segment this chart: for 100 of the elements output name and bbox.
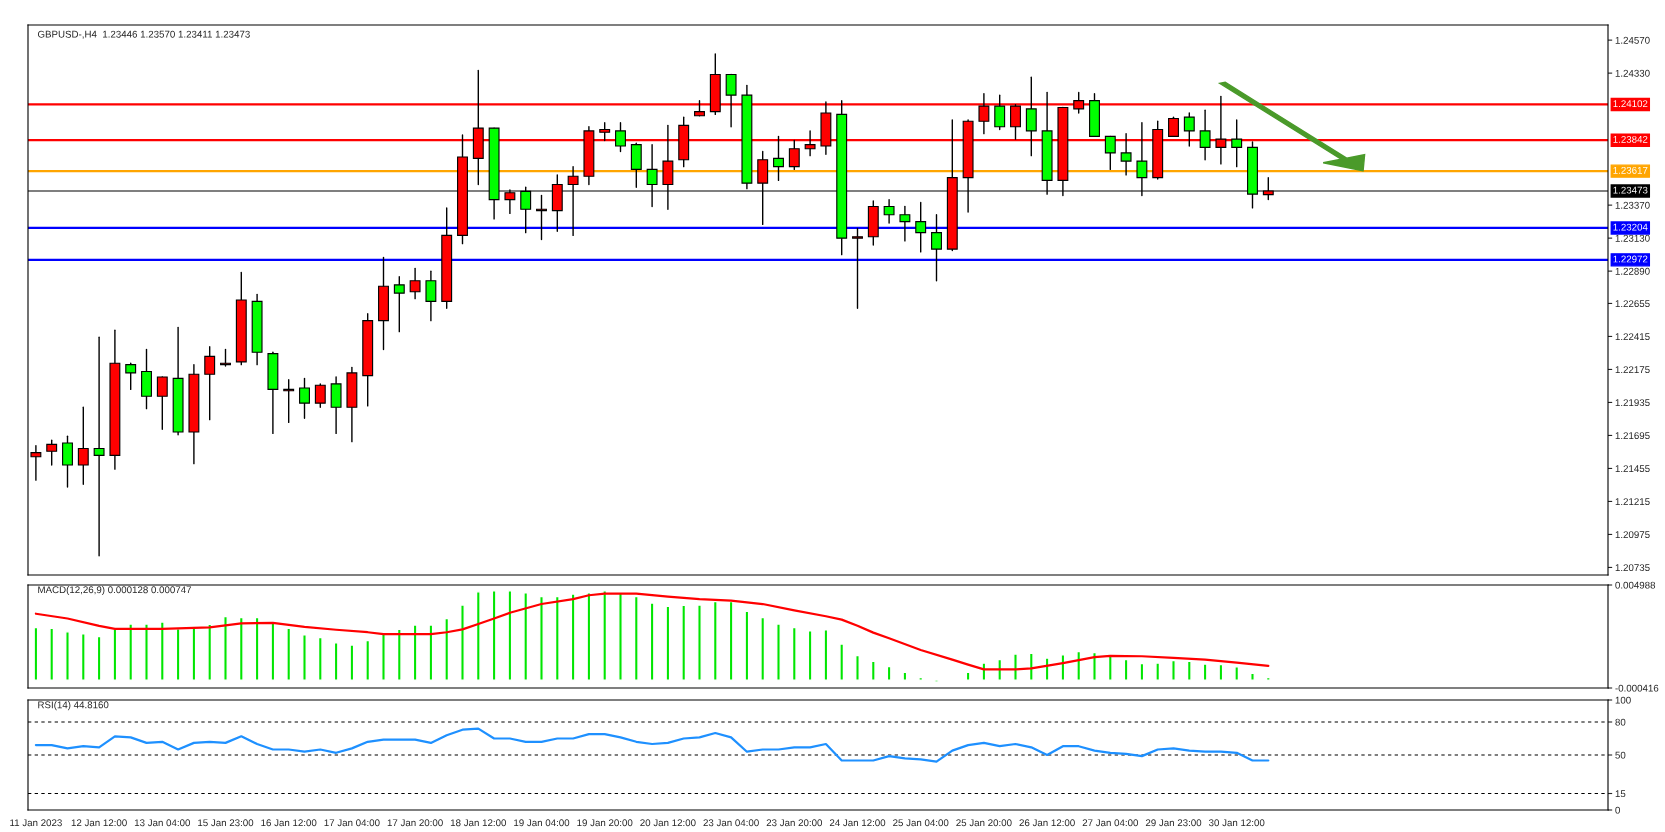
bar xyxy=(539,595,544,681)
bar xyxy=(80,633,86,681)
ref-line-label: 1.22972 xyxy=(1613,255,1648,263)
x-tick-label: 18 Jan 12:00 xyxy=(450,819,507,827)
candlestick xyxy=(330,376,342,435)
y-tick-label: -0.000416 xyxy=(1615,684,1659,692)
bar xyxy=(870,660,876,681)
bar xyxy=(697,604,702,681)
bar xyxy=(49,627,55,681)
bar xyxy=(238,616,244,681)
bar xyxy=(886,665,892,681)
bar xyxy=(791,626,797,681)
x-tick-label: 17 Jan 04:00 xyxy=(324,819,380,827)
y-tick-label: 80 xyxy=(1615,718,1626,726)
bar xyxy=(1186,660,1192,681)
bar xyxy=(633,595,639,681)
x-tick-label: 26 Jan 12:00 xyxy=(1019,819,1075,827)
bar xyxy=(175,628,181,681)
bar xyxy=(1171,659,1176,681)
x-tick-label: 12 Jan 12:00 xyxy=(71,819,127,827)
candlestick xyxy=(204,346,216,421)
x-tick-label: 15 Jan 23:00 xyxy=(198,819,254,827)
x-tick-label: 19 Jan 04:00 xyxy=(514,819,570,827)
y-tick-label: 1.22890 xyxy=(1615,267,1650,275)
x-tick-label: 20 Jan 12:00 xyxy=(640,819,696,827)
bar xyxy=(1139,662,1145,681)
bar xyxy=(1265,676,1271,681)
chart-title: MACD(12,26,9) 0.000128 0.000747 xyxy=(38,586,192,596)
candlestick xyxy=(1231,119,1243,168)
y-tick-label: 1.23370 xyxy=(1615,201,1650,209)
candlestick xyxy=(915,201,927,253)
x-tick-label: 13 Jan 04:00 xyxy=(134,819,191,827)
x-tick-label: 25 Jan 20:00 xyxy=(956,819,1012,827)
candlestick xyxy=(773,135,784,182)
candlestick xyxy=(1120,132,1132,176)
bar xyxy=(712,600,718,681)
bar xyxy=(207,623,213,681)
y-tick-label: 1.23130 xyxy=(1615,234,1650,242)
bar xyxy=(317,636,323,681)
y-tick-label: 15 xyxy=(1615,790,1626,798)
bar xyxy=(412,624,418,681)
bar xyxy=(1155,662,1161,681)
x-tick-label: 23 Jan 04:00 xyxy=(703,819,759,827)
bar xyxy=(349,644,355,681)
candlestick xyxy=(125,362,137,391)
bar xyxy=(618,592,623,681)
bar xyxy=(744,610,750,681)
bar xyxy=(302,634,307,681)
bar xyxy=(965,671,971,681)
bar xyxy=(1234,666,1240,681)
y-tick-label: 1.20735 xyxy=(1615,564,1650,572)
bar xyxy=(649,602,655,681)
bar xyxy=(681,604,687,681)
y-tick-label: 1.24330 xyxy=(1615,69,1650,77)
bar xyxy=(33,626,39,681)
y-tick-label: 100 xyxy=(1615,696,1631,704)
y-tick-label: 1.20975 xyxy=(1615,531,1650,539)
candlestick xyxy=(409,267,421,300)
y-tick-label: 1.21935 xyxy=(1615,399,1650,407)
bar xyxy=(507,590,513,681)
bar xyxy=(365,639,371,681)
x-tick-label: 11 Jan 2023 xyxy=(10,819,62,827)
bar xyxy=(665,605,671,681)
bar xyxy=(855,654,860,681)
y-tick-label: 1.24570 xyxy=(1615,36,1650,44)
x-tick-label: 25 Jan 04:00 xyxy=(893,819,949,827)
bar xyxy=(1092,651,1097,681)
bar xyxy=(602,590,608,681)
text: GBPUSD-,H4 1.23446 1.23570 1.23411 1.23473 xyxy=(37,30,250,39)
bar xyxy=(586,592,592,681)
bar xyxy=(286,627,292,681)
ref-line-label: 1.23473 xyxy=(1613,186,1648,194)
y-tick-label: 0.004988 xyxy=(1615,581,1656,589)
bar xyxy=(191,626,197,681)
y-tick-label: 1.21695 xyxy=(1615,432,1650,440)
bar xyxy=(760,616,766,681)
x-tick-label: 19 Jan 20:00 xyxy=(577,819,633,827)
line-series xyxy=(34,727,1270,763)
ref-line-label: 1.23842 xyxy=(1613,135,1648,143)
candlestick xyxy=(93,336,105,557)
bar xyxy=(902,671,908,681)
candlestick xyxy=(1199,109,1211,161)
bar xyxy=(1218,663,1224,681)
bar xyxy=(396,628,402,681)
bar xyxy=(144,623,149,681)
ref-line-label: 1.24102 xyxy=(1613,100,1648,108)
bar xyxy=(839,643,845,681)
candlestick xyxy=(994,94,1006,131)
bar xyxy=(270,622,276,681)
y-tick-label: 1.21215 xyxy=(1615,498,1650,506)
bar xyxy=(523,592,529,681)
x-tick-label: 23 Jan 20:00 xyxy=(766,819,823,827)
candlestick xyxy=(156,376,168,430)
x-tick-label: 30 Jan 12:00 xyxy=(1208,819,1265,827)
candlestick xyxy=(1183,112,1195,147)
bar xyxy=(128,623,134,681)
bar xyxy=(1202,663,1208,681)
y-tick-label: 1.21455 xyxy=(1615,465,1650,473)
candlestick xyxy=(883,198,895,224)
bar xyxy=(381,633,386,681)
